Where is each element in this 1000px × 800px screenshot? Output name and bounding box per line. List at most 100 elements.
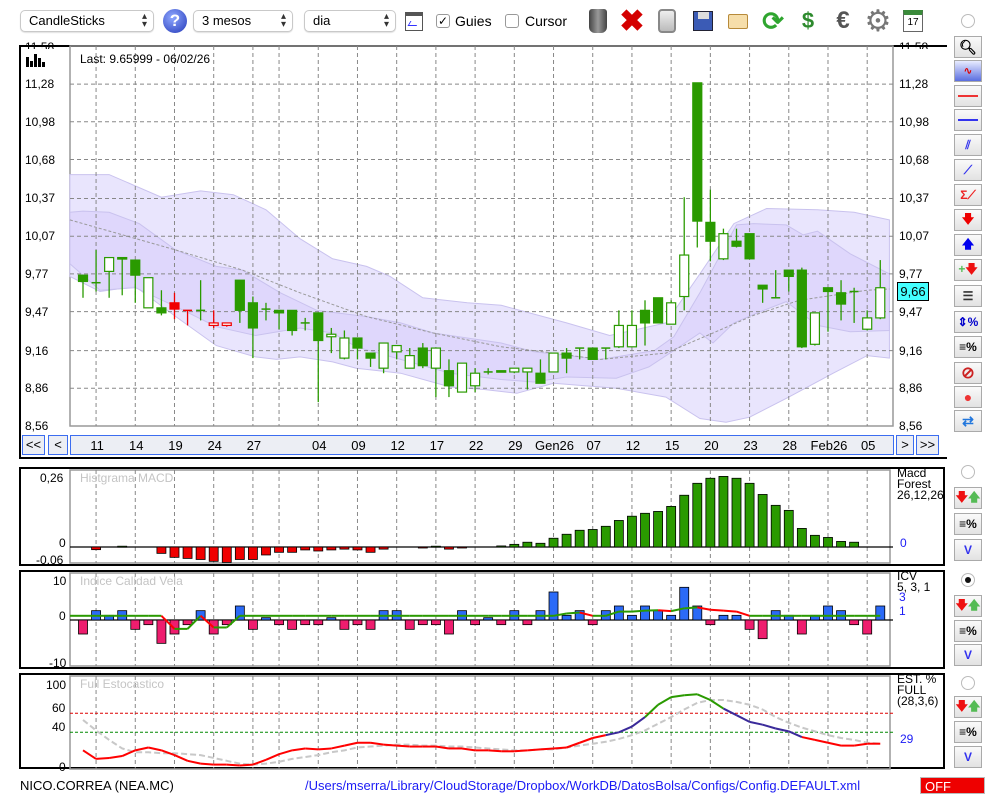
icv-bar — [522, 619, 533, 626]
current-price-badge: 9,66 — [897, 282, 929, 301]
candle-bullish — [626, 324, 638, 348]
macd-bar — [248, 546, 258, 560]
lines-percent-button[interactable]: ≡% — [954, 336, 982, 358]
candle-bearish — [731, 240, 742, 247]
dashed-lines-icon: ☰ — [962, 289, 974, 303]
macd-signals-button[interactable]: 🡇🡅 — [954, 487, 982, 509]
cursor-label: Cursor — [525, 13, 568, 29]
bar-chart-icon[interactable] — [26, 53, 46, 67]
range-percent-button[interactable]: ⇕% — [954, 311, 982, 333]
record-icon: ● — [963, 389, 973, 405]
stochastic-radio[interactable] — [961, 676, 975, 690]
help-icon[interactable]: ? — [163, 9, 187, 33]
icv-value-2: 1 — [899, 604, 906, 618]
stoch-k-segment — [161, 749, 175, 757]
period-select[interactable]: 3 mesos ▴ ▾ — [193, 10, 293, 32]
icv-bar — [862, 619, 873, 635]
grid-lines-button[interactable]: ☰ — [954, 285, 982, 307]
guides-checkbox[interactable]: ✓ — [436, 14, 450, 28]
config-path-link[interactable]: /Users/mserra/Library/CloudStorage/Dropb… — [305, 778, 861, 793]
gear-icon[interactable]: ⚙ — [864, 4, 892, 38]
trash-icon[interactable] — [583, 6, 613, 36]
channel-button[interactable]: ⫽ — [954, 134, 982, 156]
candle-bullish — [339, 337, 350, 359]
price-tick-left: 11,28 — [25, 77, 55, 92]
signals-button[interactable]: +🡇 — [954, 259, 982, 281]
buy-arrow-button[interactable]: 🡅 — [954, 234, 982, 256]
candle-bearish — [352, 337, 363, 349]
chart-window-icon[interactable] — [405, 12, 423, 31]
lamp-icon[interactable] — [652, 6, 682, 36]
price-tick-left: 10,07 — [25, 229, 56, 244]
red-line-button[interactable] — [954, 85, 982, 107]
stoch-k-segment — [435, 745, 450, 750]
stoch-k-segment — [775, 727, 789, 733]
icv-bar — [444, 619, 454, 635]
stoch-signals-button[interactable]: 🡇🡅 — [954, 696, 982, 718]
blue-line-button[interactable] — [954, 109, 982, 131]
chart-type-select[interactable]: CandleSticks ▴ ▾ — [20, 10, 154, 32]
nav-prev-button[interactable]: < — [48, 435, 68, 455]
nav-last-button[interactable]: >> — [916, 435, 939, 455]
nav-first-label: << — [25, 437, 42, 452]
trendline-button[interactable]: ⟋ — [954, 159, 982, 181]
interval-select[interactable]: dia ▴ ▾ — [304, 10, 396, 32]
sync-button[interactable]: ⇄ — [954, 410, 982, 432]
candle-bullish — [430, 347, 441, 369]
clear-button[interactable]: ⊘ — [954, 362, 982, 384]
icv-line-segment — [605, 610, 620, 617]
save-icon[interactable] — [688, 6, 718, 36]
icv-levels-button[interactable]: ≡% — [954, 620, 982, 642]
calendar-icon[interactable]: 17 — [898, 6, 928, 36]
stoch-k-segment — [121, 749, 136, 757]
icv-line-segment — [631, 609, 646, 613]
macd-bar — [770, 504, 781, 548]
macd-radio[interactable] — [961, 465, 975, 479]
macd-divergence-button[interactable]: V — [954, 539, 982, 561]
icv-bar — [718, 614, 729, 621]
main-panel-radio[interactable] — [961, 14, 975, 28]
macd-bar — [509, 543, 520, 548]
zoom-button[interactable]: 🔍︎ — [954, 36, 982, 58]
nav-first-button[interactable]: << — [22, 435, 45, 455]
stoch-k-segment — [135, 746, 149, 752]
macd-levels-button[interactable]: ≡% — [954, 513, 982, 535]
candle-bearish — [692, 82, 703, 222]
status-off-toggle[interactable]: OFF — [920, 777, 985, 794]
sell-arrow-button[interactable]: 🡇 — [954, 209, 982, 231]
candle-bearish — [117, 256, 128, 260]
icv-tick: 0 — [59, 609, 66, 623]
sigma-trendline-button[interactable]: Σ⟋ — [954, 184, 982, 206]
candle-bearish — [783, 269, 794, 278]
record-button[interactable]: ● — [954, 386, 982, 408]
candle-bearish — [705, 221, 716, 242]
stoch-k-segment — [95, 756, 110, 760]
refresh-icon[interactable]: ⟳ — [762, 5, 784, 36]
icv-signals-button[interactable]: 🡇🡅 — [954, 595, 982, 617]
chevron-updown-icon: ▴ ▾ — [383, 11, 389, 30]
icv-radio[interactable] — [961, 573, 975, 587]
candle-bearish — [535, 372, 546, 384]
euro-icon[interactable]: € — [836, 7, 850, 34]
icv-line-segment — [723, 609, 737, 613]
candle-bearish — [234, 279, 245, 311]
macd-legend-params: 26,12,26 — [897, 488, 944, 502]
stoch-k-segment — [644, 704, 659, 718]
date-scrollbar[interactable]: 11 14 19 24 27 04 09 12 17 22 29 Gen26 07 12 15 20 23 28 F… — [70, 435, 894, 455]
nav-next-button[interactable]: > — [896, 435, 914, 455]
volume-overlay-button[interactable]: ∿ — [954, 60, 982, 82]
icv-bar — [470, 619, 481, 626]
icv-bar — [78, 619, 88, 635]
currency-refresh-icon[interactable]: $ — [801, 8, 815, 33]
delete-x-icon[interactable]: ✖ — [619, 4, 645, 38]
icv-divergence-button[interactable]: V — [954, 644, 982, 666]
candle-bearish — [639, 309, 651, 324]
candle-bearish — [443, 370, 455, 387]
cursor-checkbox[interactable] — [505, 14, 519, 28]
stoch-levels-button[interactable]: ≡% — [954, 721, 982, 743]
stoch-divergence-button[interactable]: V — [954, 746, 982, 768]
macd-bar — [640, 512, 650, 548]
candle-bearish — [365, 352, 376, 359]
folder-open-icon[interactable] — [723, 6, 753, 36]
